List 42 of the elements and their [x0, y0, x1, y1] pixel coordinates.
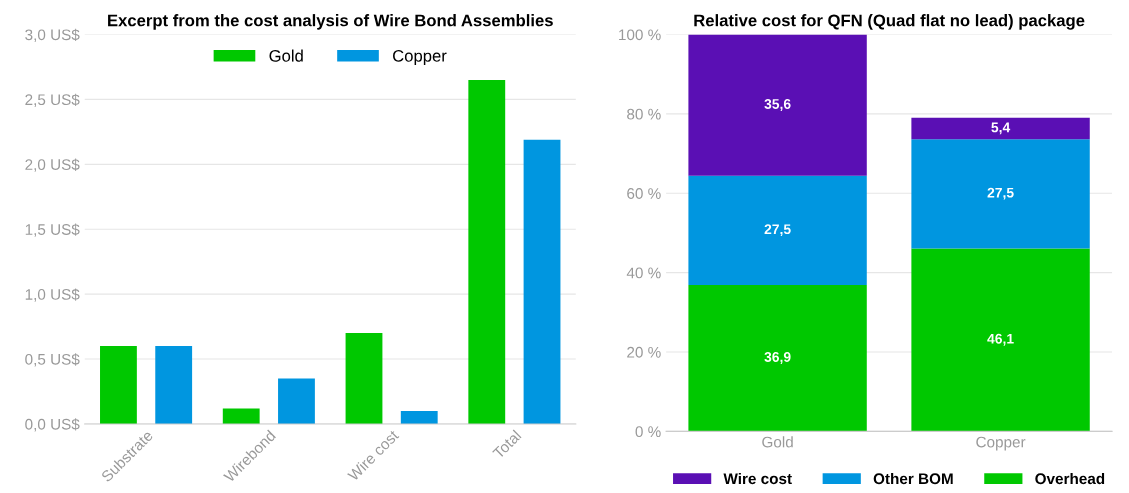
data-label: 5,4: [991, 122, 1011, 135]
bar: [688, 34, 867, 176]
y-tick-label: 1,5 US$: [25, 223, 80, 237]
y-tick-label: 80 %: [627, 108, 661, 120]
data-label: 35,6: [764, 99, 791, 111]
y-tick-label: 60 %: [627, 188, 661, 199]
y-tick-label: 2,5 US$: [25, 93, 80, 107]
bar: [688, 284, 867, 432]
data-label: 27,5: [987, 187, 1014, 200]
legend-label: Copper: [393, 49, 447, 66]
data-label: 27,5: [764, 224, 791, 237]
x-tick-label: Gold: [762, 436, 793, 448]
bar: [911, 248, 1090, 432]
x-tick-label: Copper: [976, 436, 1026, 451]
legend-label: Other BOM: [873, 472, 953, 485]
x-tick-label: Wire cost: [346, 428, 400, 482]
bar: [278, 378, 315, 424]
y-tick-label: 0,0 US$: [25, 418, 80, 432]
chart-title: Relative cost for QFN (Quad flat no lead) package: [694, 14, 1085, 30]
bar: [100, 346, 137, 424]
y-tick-label: 0,5 US$: [25, 353, 80, 367]
y-tick-label: 20 %: [627, 346, 661, 358]
bar: [155, 346, 193, 424]
legend-label: Gold: [269, 49, 303, 62]
bar: [222, 408, 260, 424]
legend-label: Overhead: [1035, 472, 1105, 485]
bar: [345, 333, 383, 424]
bar: [400, 411, 438, 424]
chart-title: Excerpt from the cost analysis of Wire Bond Assemblies: [108, 14, 553, 30]
y-tick-label: 0 %: [635, 426, 661, 438]
y-tick-label: 100 %: [619, 29, 661, 41]
y-tick-label: 3,0 US$: [25, 28, 80, 42]
y-tick-label: 2,0 US$: [25, 158, 80, 172]
bar: [688, 175, 867, 285]
y-tick-label: 40 %: [626, 267, 661, 279]
bar: [911, 139, 1090, 249]
y-tick-label: 1,0 US$: [25, 288, 80, 302]
data-label: 36,9: [764, 352, 791, 364]
bar: [468, 79, 506, 424]
bar: [911, 117, 1090, 140]
bar: [523, 139, 561, 424]
data-label: 46,1: [987, 333, 1014, 346]
